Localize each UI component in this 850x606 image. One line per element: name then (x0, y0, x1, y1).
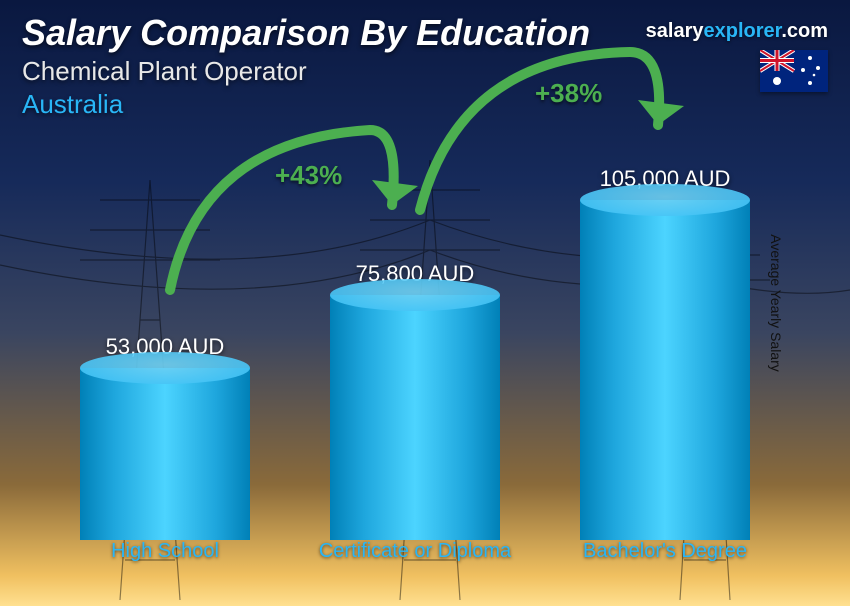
bar (80, 368, 250, 540)
x-axis-label: Certificate or Diploma (315, 540, 515, 588)
brand-text-1: salary (646, 20, 704, 42)
bar-wrap: 75,800 AUD (315, 261, 515, 540)
bar-wrap: 53,000 AUD (65, 334, 265, 540)
chart-subtitle: Chemical Plant Operator (22, 56, 828, 87)
bars-container: 53,000 AUD75,800 AUD105,000 AUD (40, 150, 790, 540)
brand-text-2: explorer (703, 20, 781, 42)
x-labels: High School Certificate or Diploma Bachelo… (40, 540, 790, 588)
chart-area: +43% +38% 53,000 AUD75,800 AUD105,000 AU… (40, 150, 790, 588)
bar-wrap: 105,000 AUD (565, 166, 765, 540)
bar (580, 200, 750, 540)
brand-text-3: .com (781, 20, 828, 42)
x-axis-label: High School (65, 540, 265, 588)
brand-label: salaryexplorer.com (646, 20, 828, 43)
x-axis-label: Bachelor's Degree (565, 540, 765, 588)
increase-label-2: +38% (535, 78, 602, 109)
chart-country: Australia (22, 89, 828, 120)
bar (330, 295, 500, 540)
australia-flag-icon (760, 50, 828, 92)
